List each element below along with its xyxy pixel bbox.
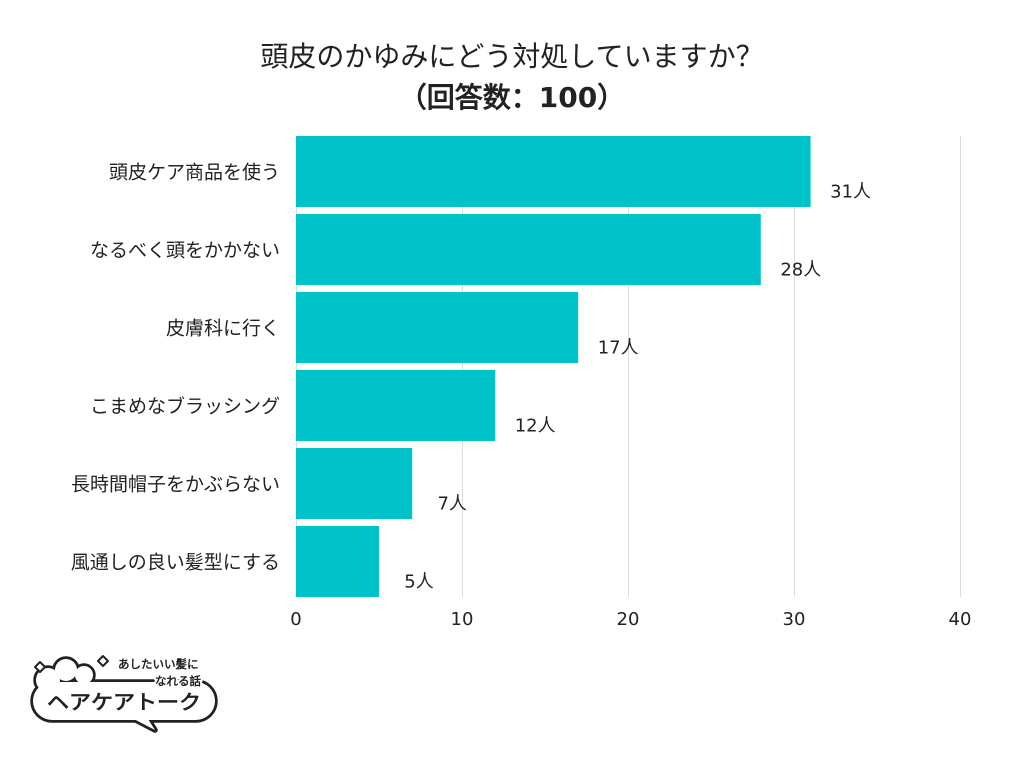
category-label: なるべく頭をかかない — [90, 240, 280, 262]
chart-title: 頭皮のかゆみにどう対処していますか？ — [260, 40, 764, 73]
data-label: 7人 — [437, 494, 466, 515]
bar — [296, 292, 579, 363]
logo-tagline-line1: あしたいい髪に — [118, 657, 199, 671]
sparkle-diamond-icon — [97, 655, 109, 667]
bar — [296, 448, 413, 519]
x-tick-label: 0 — [290, 609, 301, 630]
x-tick-label: 40 — [949, 609, 972, 630]
chart-subtitle: （回答数：100） — [398, 81, 626, 114]
bubble-body — [33, 682, 215, 720]
sparkle-diamond-icon — [34, 661, 46, 673]
category-label: 頭皮ケア商品を使う — [109, 162, 280, 184]
bar — [296, 136, 811, 207]
logo-tagline-line2: なれる話 — [155, 674, 201, 688]
gridlines — [296, 136, 961, 597]
hair-care-talk-logo: あしたいい髪に なれる話 ヘアケアトーク — [30, 655, 218, 733]
data-label: 5人 — [404, 572, 433, 593]
category-label: 皮膚科に行く — [166, 318, 280, 340]
bubble-tail — [128, 716, 155, 730]
bubble-fill — [33, 659, 215, 730]
bar — [296, 370, 496, 441]
cloud-bump — [55, 659, 77, 681]
bar — [296, 214, 761, 285]
x-tick-label: 30 — [783, 609, 806, 630]
speech-bubble-outline — [30, 656, 218, 733]
cloud-bump — [36, 668, 60, 692]
chart-title-block: 頭皮のかゆみにどう対処していますか？ （回答数：100） — [0, 36, 1024, 118]
data-label: 12人 — [515, 416, 556, 437]
logo-name: ヘアケアトーク — [47, 690, 201, 714]
bar — [296, 526, 379, 597]
category-label: 長時間帽子をかぶらない — [71, 474, 280, 496]
category-label: 風通しの良い髪型にする — [71, 552, 280, 574]
data-label: 17人 — [598, 338, 639, 359]
data-label: 31人 — [830, 182, 871, 203]
cloud-bump — [75, 666, 93, 684]
bars — [296, 136, 811, 597]
data-label: 28人 — [780, 260, 821, 281]
x-tick-label: 10 — [451, 609, 474, 630]
x-tick-label: 20 — [617, 609, 640, 630]
category-label: こまめなブラッシング — [90, 395, 280, 418]
